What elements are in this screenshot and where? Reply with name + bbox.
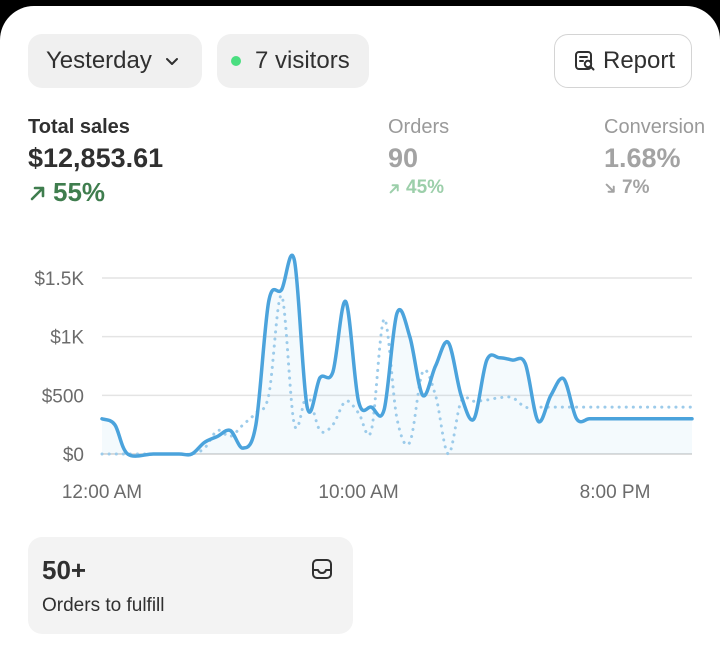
metric-label: Total sales — [28, 116, 130, 138]
arrow-up-right-icon — [389, 183, 399, 193]
fulfill-label: Orders to fulfill — [42, 595, 165, 616]
metric-change: 55% — [28, 177, 163, 208]
metric-label: Orders — [388, 116, 450, 138]
y-tick-label: $0 — [63, 445, 84, 466]
metric-change-value: 7% — [622, 177, 650, 198]
inbox-icon — [310, 557, 334, 586]
y-tick-label: $500 — [42, 386, 84, 407]
dashboard-card: Yesterday 7 visitors Report Total sales … — [0, 6, 720, 650]
metric-value: 1.68% — [604, 143, 681, 173]
orders-to-fulfill-card[interactable]: 50+ Orders to fulfill — [28, 537, 353, 634]
comparison-series-line — [100, 294, 694, 456]
report-label: Report — [603, 47, 676, 74]
metric-total-sales[interactable]: Total sales $12,853.61 55% — [28, 116, 163, 208]
metric-change-value: 55% — [53, 177, 106, 207]
sales-series-line — [100, 253, 694, 458]
date-range-label: Yesterday — [46, 47, 152, 74]
chevron-down-icon — [164, 53, 180, 69]
y-tick-label: $1K — [50, 328, 84, 349]
y-tick-label: $1.5K — [34, 269, 84, 290]
live-visitors-button[interactable]: 7 visitors — [217, 34, 369, 88]
report-icon — [573, 49, 597, 73]
metric-value: $12,853.61 — [28, 143, 164, 173]
metric-change: 45% — [388, 177, 449, 199]
arrow-up-right-icon — [30, 186, 45, 200]
report-button[interactable]: Report — [554, 34, 692, 88]
metric-label: Conversion — [604, 116, 706, 138]
fulfill-count: 50+ — [42, 555, 87, 585]
x-tick-label: 12:00 AM — [62, 482, 142, 503]
metric-change: 7% — [604, 177, 705, 199]
metric-orders[interactable]: Orders 90 45% — [388, 116, 449, 199]
x-tick-label: 8:00 PM — [580, 482, 651, 503]
live-status-dot — [231, 56, 241, 66]
sales-chart[interactable]: $0 $500 $1K $1.5K 12:00 AM 10:00 AM 8:00 PM — [0, 236, 720, 516]
x-tick-label: 10:00 AM — [318, 482, 398, 503]
date-range-selector[interactable]: Yesterday — [28, 34, 202, 88]
metric-value: 90 — [388, 143, 419, 173]
metric-change-value: 45% — [406, 177, 445, 198]
arrow-down-right-icon — [605, 183, 615, 193]
metric-conversion[interactable]: Conversion 1.68% 7% — [604, 116, 705, 199]
sales-area-fill — [102, 255, 692, 457]
visitors-label: 7 visitors — [255, 47, 350, 74]
